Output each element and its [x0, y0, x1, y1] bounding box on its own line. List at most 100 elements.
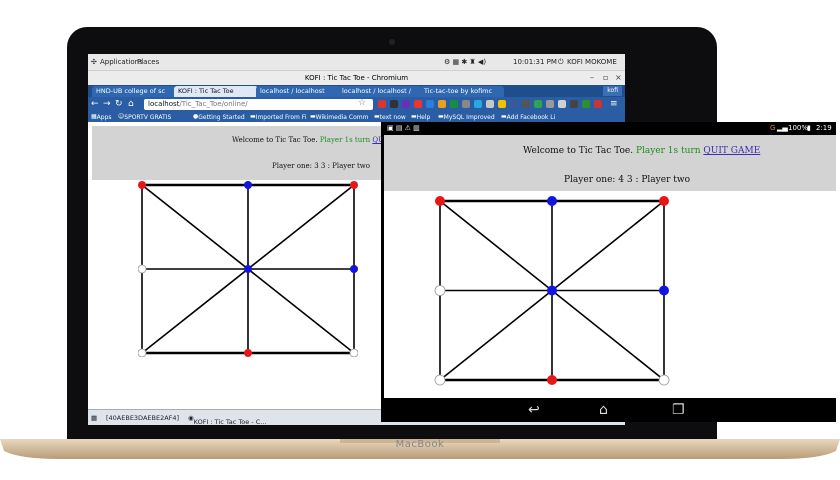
battery-icon: ▮ — [807, 124, 811, 132]
menu-icon[interactable]: ≡ — [610, 99, 618, 109]
show-desktop-icon[interactable]: ▦ — [91, 414, 98, 422]
extension-icon[interactable] — [426, 100, 434, 108]
clock: 10:01:31 PM — [513, 58, 557, 66]
board-node-blue[interactable] — [244, 181, 252, 189]
bookmark-sportv[interactable]: ☺ SPORTV GRATIS — [118, 113, 172, 121]
board-node-red[interactable] — [659, 196, 669, 206]
bookmark-text-now[interactable]: ▬ text now — [374, 113, 406, 121]
android-nav-bar: ↩ ⌂ ❐ — [381, 398, 836, 422]
tab-strip: HND-UB college of sc KOFI : Tic Tac Toe … — [88, 85, 625, 97]
extension-icon[interactable] — [474, 100, 482, 108]
maximize-button[interactable]: ▫ — [603, 73, 609, 82]
board-node-red[interactable] — [350, 181, 358, 189]
board-node-blue[interactable] — [244, 265, 252, 273]
bookmark-mysql[interactable]: ▬ MySQL Improved — [438, 113, 495, 121]
extension-icon[interactable] — [450, 100, 458, 108]
extension-icon[interactable] — [390, 100, 398, 108]
phone-welcome-text: Welcome to Tic Tac Toe. — [523, 146, 634, 156]
extension-icon[interactable] — [510, 100, 518, 108]
board-node-blue[interactable] — [547, 196, 557, 206]
bookmark-help[interactable]: ▬ Help — [411, 113, 431, 121]
reload-icon[interactable]: ↻ — [115, 99, 123, 109]
apps-icon[interactable]: ✣ — [91, 58, 97, 66]
bookmarks-bar: ▦ Apps ☺ SPORTV GRATIS ● Getting Started… — [88, 112, 625, 122]
board-node-empty[interactable] — [349, 348, 358, 357]
back-icon[interactable]: ← — [91, 99, 99, 109]
extension-icon[interactable] — [534, 100, 542, 108]
extension-icon[interactable] — [402, 100, 410, 108]
board-node-empty[interactable] — [658, 374, 670, 386]
tab-localhost-1[interactable]: localhost / localhost — [256, 86, 340, 97]
tab-kofi-tic-tac-toe[interactable]: KOFI : Tic Tac Toe — [174, 86, 258, 97]
tab-tic-tac-toe-kofimc[interactable]: Tic-tac-toe by kofimc — [420, 86, 504, 97]
forward-icon[interactable]: → — [103, 99, 111, 109]
extension-icon[interactable] — [594, 100, 602, 108]
url-host: localhost — [148, 100, 180, 108]
url-path: /Tic_Tac_Toe/online/ — [179, 100, 248, 108]
power-icon[interactable]: ⏻ — [558, 58, 564, 66]
profile-badge[interactable]: kofi — [603, 86, 622, 96]
signal-icon: ▂▄ — [777, 124, 788, 132]
carrier-indicator: G — [770, 124, 776, 132]
phone-quit-game-link[interactable]: QUIT GAME — [703, 146, 761, 156]
extension-icon[interactable] — [438, 100, 446, 108]
taskbar-item-chromium[interactable]: ◉ KOFI : Tic Tac Toe - C... — [188, 414, 267, 425]
taskbar-item-vm[interactable]: [40AEBE3DAEBE2AF4] — [106, 414, 180, 422]
laptop-base — [0, 439, 840, 459]
bookmark-getting-started[interactable]: ● Getting Started — [193, 113, 245, 121]
welcome-text: Welcome to Tic Tac Toe. — [232, 136, 318, 144]
bookmark-apps[interactable]: ▦ Apps — [91, 113, 112, 121]
board-node-red[interactable] — [138, 181, 146, 189]
extension-icon[interactable] — [414, 100, 422, 108]
board-node-red[interactable] — [547, 375, 557, 385]
bookmark-star-icon[interactable]: ☆ — [358, 98, 367, 108]
menu-applications[interactable]: Applications — [100, 58, 143, 66]
extension-icon[interactable] — [546, 100, 554, 108]
extension-icon[interactable] — [522, 100, 530, 108]
user-name[interactable]: KOFI MOKOME — [567, 58, 617, 66]
board-node-empty[interactable] — [138, 348, 147, 357]
bookmark-wikimedia[interactable]: ▬ Wikimedia Comm — [310, 113, 369, 121]
extension-icon[interactable] — [582, 100, 590, 108]
board-node-blue[interactable] — [350, 265, 358, 273]
recents-icon[interactable]: ❐ — [672, 402, 685, 418]
phone-welcome-line: Welcome to Tic Tac Toe. Player 1s turn Q… — [523, 146, 760, 156]
bookmark-facebook[interactable]: ▬ Add Facebook Li — [501, 113, 556, 121]
phone-score-display: Player one: 4 3 : Player two — [564, 175, 690, 185]
minimize-button[interactable]: – — [590, 73, 594, 82]
extension-icon[interactable] — [486, 100, 494, 108]
tray-icons: ⚙ ▦ ✱ ♜ ◀) — [444, 58, 487, 66]
extension-icon[interactable] — [378, 100, 386, 108]
url-input[interactable]: localhost/Tic_Tac_Toe/online/ — [144, 99, 373, 110]
board-node-red[interactable] — [435, 196, 445, 206]
game-board[interactable] — [138, 181, 358, 357]
board-node-empty[interactable] — [138, 264, 147, 274]
address-toolbar: ← → ↻ ⌂ localhost/Tic_Tac_Toe/online/ ☆ … — [88, 97, 625, 112]
board-node-empty[interactable] — [434, 374, 446, 386]
board-node-blue[interactable] — [659, 285, 669, 296]
menu-places[interactable]: Places — [137, 58, 160, 66]
desktop-topbar: ✣ Applications Places ⚙ ▦ ✱ ♜ ◀) 10:01:3… — [88, 54, 625, 71]
score-display: Player one: 3 3 : Player two — [272, 162, 370, 170]
window-title: KOFI : Tic Tac Toe - Chromium — [304, 74, 409, 82]
laptop-brand-label: MacBook — [395, 439, 445, 450]
phone-game-board[interactable] — [432, 193, 672, 388]
extension-icon[interactable] — [570, 100, 578, 108]
extension-icon[interactable] — [498, 100, 506, 108]
tab-localhost-2[interactable]: localhost / localhost / — [338, 86, 422, 97]
tab-hnd-ub[interactable]: HND-UB college of sc — [92, 86, 176, 97]
extension-icon[interactable] — [558, 100, 566, 108]
back-icon[interactable]: ↩ — [528, 402, 540, 418]
home-icon[interactable]: ⌂ — [599, 402, 608, 418]
home-icon[interactable]: ⌂ — [128, 99, 134, 109]
extension-icon[interactable] — [462, 100, 470, 108]
board-node-red[interactable] — [244, 349, 252, 357]
board-node-empty[interactable] — [434, 285, 446, 296]
status-bar: ▣ ▤ ⚠ ▥ G ▂▄ 100% ▮ 2:19 — [381, 122, 836, 135]
android-device: ▣ ▤ ⚠ ▥ G ▂▄ 100% ▮ 2:19 Welcome to Tic … — [381, 122, 836, 422]
close-button[interactable]: × — [615, 73, 622, 82]
phone-screen: Welcome to Tic Tac Toe. Player 1s turn Q… — [384, 135, 836, 398]
bookmark-imported[interactable]: ▬ Imported From Fi — [250, 113, 307, 121]
board-node-blue[interactable] — [547, 285, 557, 296]
webcam-icon — [389, 39, 395, 45]
